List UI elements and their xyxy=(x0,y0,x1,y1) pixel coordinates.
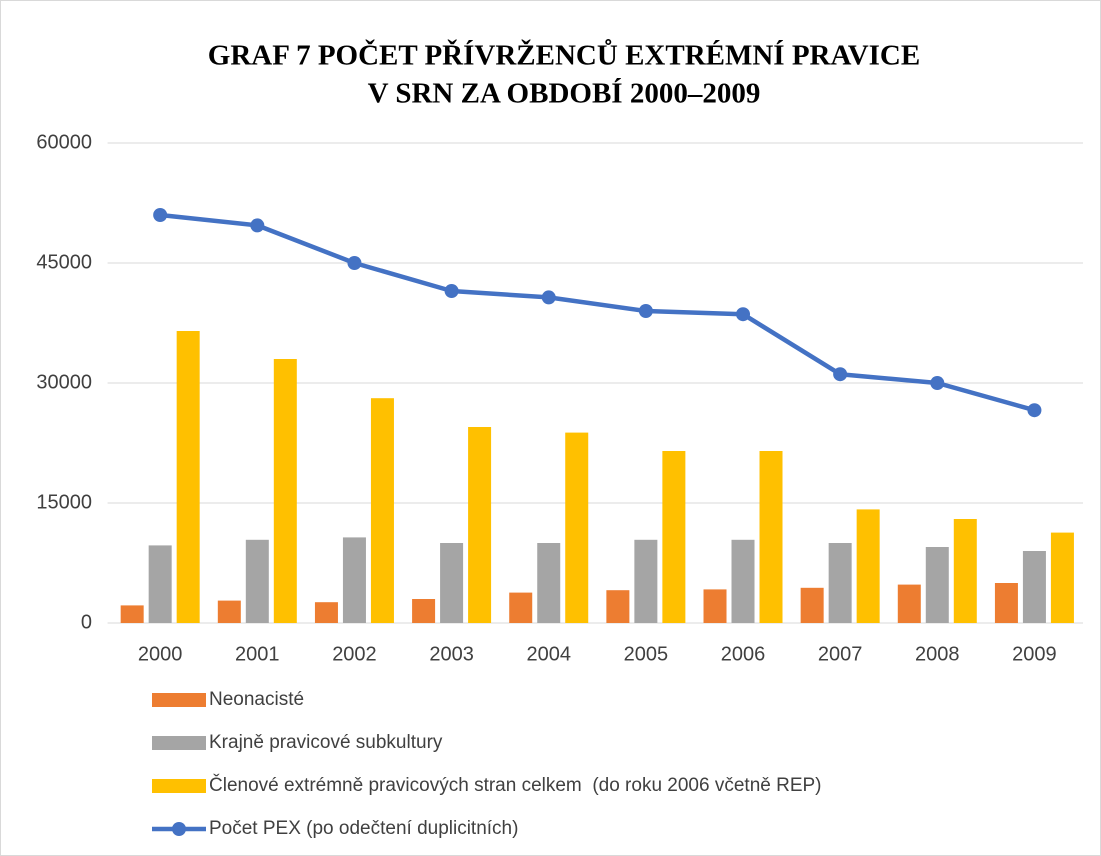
bar xyxy=(245,539,269,623)
line xyxy=(159,212,1036,413)
bar xyxy=(1022,551,1046,623)
legend-swatch xyxy=(152,693,206,707)
legend-label: Počet PEX (po odečtení duplicitních) xyxy=(209,818,518,839)
bar xyxy=(412,599,436,623)
line-marker xyxy=(444,284,459,298)
bar xyxy=(120,605,144,623)
bar xyxy=(148,545,172,623)
bar xyxy=(828,543,852,623)
bar xyxy=(342,537,366,623)
bar xyxy=(731,539,755,623)
bar xyxy=(703,589,727,623)
bar xyxy=(509,592,533,623)
y-tick-label: 15000 xyxy=(36,491,92,513)
chart-title: GRAF 7 POČET PŘÍVRŽENCŮ EXTRÉMNÍ PRAVICE xyxy=(208,38,920,72)
x-tick-label: 2000 xyxy=(138,643,183,665)
x-tick-label: 2008 xyxy=(915,643,960,665)
line-marker xyxy=(1027,403,1042,418)
x-tick-label: 2004 xyxy=(526,643,571,665)
legend-label: Krajně pravicové subkultury xyxy=(209,732,443,753)
line-marker xyxy=(541,290,556,305)
bar xyxy=(537,543,561,623)
legend-swatch xyxy=(152,779,206,793)
line-marker xyxy=(930,376,945,390)
bar xyxy=(565,432,589,623)
bar xyxy=(953,519,977,623)
bar xyxy=(440,543,464,623)
bar xyxy=(994,583,1018,623)
bar xyxy=(606,590,630,623)
bar xyxy=(662,451,686,623)
chart-title: V SRN ZA OBDOBÍ 2000–2009 xyxy=(368,77,761,110)
bar xyxy=(1050,532,1074,623)
x-tick-label: 2007 xyxy=(818,643,863,665)
bar xyxy=(925,547,949,623)
x-tick-label: 2002 xyxy=(332,643,377,665)
line-marker xyxy=(153,208,168,222)
legend-swatch xyxy=(172,822,186,836)
y-tick-label: 30000 xyxy=(36,371,92,393)
y-tick-label: 45000 xyxy=(36,251,92,273)
x-tick-label: 2001 xyxy=(235,643,280,665)
legend-swatch xyxy=(152,736,206,750)
line-marker xyxy=(347,256,362,270)
x-tick-label: 2005 xyxy=(624,643,669,665)
bar xyxy=(634,539,658,623)
x-tick-label: 2009 xyxy=(1012,643,1057,665)
bar xyxy=(176,331,200,623)
bar xyxy=(314,602,338,623)
line-marker xyxy=(736,307,751,322)
y-tick-label: 0 xyxy=(81,611,92,633)
x-tick-label: 2006 xyxy=(721,643,766,665)
bar xyxy=(800,587,824,623)
y-tick-label: 60000 xyxy=(36,131,92,153)
x-tick-label: 2003 xyxy=(429,643,474,665)
line-marker xyxy=(638,304,653,318)
bar xyxy=(273,359,297,623)
bar xyxy=(856,509,880,623)
legend-label: Neonacisté xyxy=(209,689,304,710)
bar xyxy=(217,600,241,623)
bar xyxy=(370,398,394,623)
line-marker xyxy=(250,218,265,233)
line-marker xyxy=(833,367,848,382)
bar xyxy=(897,584,921,623)
bar xyxy=(759,451,783,623)
bar xyxy=(468,427,492,623)
legend-label: Členové extrémně pravicových stran celke… xyxy=(209,774,822,796)
